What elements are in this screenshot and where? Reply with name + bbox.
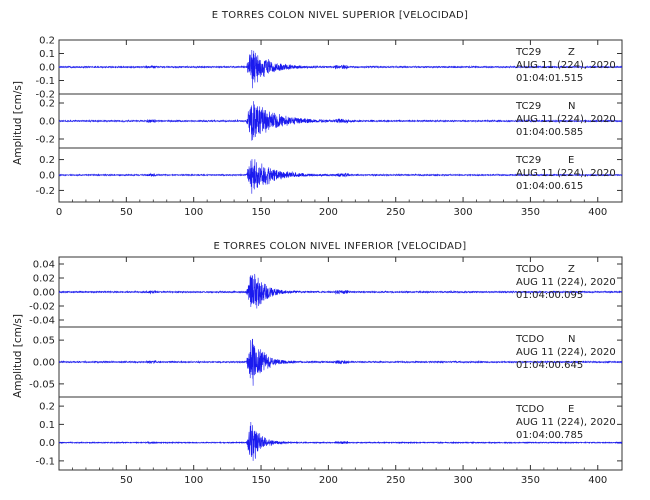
panel-1-x-tick-label: 100 bbox=[184, 207, 203, 218]
panel-2-trace-3-y-tick-label: 0.2 bbox=[39, 402, 55, 413]
panel-2-trace-1-time-label: 01:04:00.095 bbox=[516, 290, 583, 301]
panel-2-trace-2-y-tick-label: -0.05 bbox=[29, 379, 55, 390]
panel-1-x-tick-label: 250 bbox=[386, 207, 405, 218]
panel-2-trace-2-time-label: 01:04:00.645 bbox=[516, 360, 583, 371]
panel-2-trace-3-station-label: TCDO bbox=[515, 404, 544, 415]
panel-1-trace-3-y-tick-label: 0.2 bbox=[39, 155, 55, 166]
panel-2-trace-1-y-tick-label: -0.04 bbox=[29, 316, 55, 327]
panel-1-trace-1-component-label: Z bbox=[568, 47, 575, 58]
panel-1-trace-3-y-tick-label: -0.2 bbox=[35, 186, 55, 197]
panel-2-trace-3-component-label: E bbox=[568, 404, 574, 415]
panel-2-x-tick-label: 400 bbox=[588, 475, 607, 486]
panel-1-y-axis-label: Amplitud [cm/s] bbox=[12, 81, 24, 165]
panel-2-x-tick-label: 100 bbox=[184, 475, 203, 486]
panel-2-title: E TORRES COLON NIVEL INFERIOR [VELOCIDAD… bbox=[214, 241, 467, 252]
panel-1-trace-3-time-label: 01:04:00.615 bbox=[516, 181, 583, 192]
panel-2-trace-2-station-label: TCDO bbox=[515, 334, 544, 345]
panel-1-x-tick-label: 300 bbox=[454, 207, 473, 218]
panel-1-x-tick-label: 0 bbox=[56, 207, 62, 218]
panel-1-trace-1-station-label: TC29 bbox=[515, 47, 541, 58]
panel-1-trace-2-y-tick-label: 0.2 bbox=[39, 99, 55, 110]
panel-1-trace-2-y-tick-label: 0.0 bbox=[39, 117, 55, 128]
panel-2-trace-3-waveform bbox=[58, 422, 623, 461]
panel-1-trace-1-date-label: AUG 11 (224), 2020 bbox=[516, 60, 616, 71]
panel-2-trace-1-y-tick-label: 0.04 bbox=[33, 260, 55, 271]
panel-2-trace-3-y-tick-label: -0.1 bbox=[35, 456, 55, 467]
panel-2-y-axis-label: Amplitud [cm/s] bbox=[12, 314, 24, 398]
panel-2-trace-1-component-label: Z bbox=[568, 264, 575, 275]
panel-1-x-tick-label: 350 bbox=[521, 207, 540, 218]
panel-2-x-tick-label: 200 bbox=[319, 475, 338, 486]
plot-area: 0 50 100 150 200 250 300 350 400 -0.2 -0.1 0.0 0.1 0.… bbox=[29, 36, 623, 486]
panel-2-trace-2-waveform bbox=[58, 338, 623, 386]
panel-2-trace-3-time-label: 01:04:00.785 bbox=[516, 430, 583, 441]
panel-2-trace-2-y-tick-label: 0.05 bbox=[33, 336, 55, 347]
panel-1-trace-2-station-label: TC29 bbox=[515, 101, 541, 112]
panel-1-trace-1-y-tick-label: 0.2 bbox=[39, 36, 55, 47]
panel-1-trace-3-y-tick-label: 0.0 bbox=[39, 171, 55, 182]
panel-2-x-tick-label: 50 bbox=[120, 475, 133, 486]
panel-1-x-tick-label: 50 bbox=[120, 207, 133, 218]
panel-1-trace-3-component-label: E bbox=[568, 155, 574, 166]
panel-2-trace-3-frame bbox=[58, 396, 623, 471]
panel-1-trace-3-date-label: AUG 11 (224), 2020 bbox=[516, 168, 616, 179]
panel-2-trace-2-component-label: N bbox=[568, 334, 575, 345]
panel-2-trace-2-y-tick-label: 0.00 bbox=[33, 358, 55, 369]
panel-2-trace-1-station-label: TCDO bbox=[515, 264, 544, 275]
panel-2-trace-3-y-tick-label: 0.1 bbox=[39, 420, 55, 431]
panel-2-trace-3-date-label: AUG 11 (224), 2020 bbox=[516, 417, 616, 428]
panel-2-trace-3-y-tick-label: 0.0 bbox=[39, 438, 55, 449]
panel-1-trace-1-y-tick-label: -0.1 bbox=[35, 76, 55, 87]
panel-1-trace-2-component-label: N bbox=[568, 101, 575, 112]
panel-1-trace-2-date-label: AUG 11 (224), 2020 bbox=[516, 114, 616, 125]
panel-1-trace-1-y-tick-label: 0.1 bbox=[39, 49, 55, 60]
panel-2-trace-1-y-tick-label: 0.00 bbox=[33, 288, 55, 299]
panel-1-x-tick-label: 150 bbox=[251, 207, 270, 218]
panel-2-x-tick-label: 150 bbox=[251, 475, 270, 486]
panel-1-trace-1-time-label: 01:04:01.515 bbox=[516, 73, 583, 84]
panel-1-x-tick-label: 400 bbox=[588, 207, 607, 218]
panel-1-trace-3-waveform bbox=[58, 159, 623, 194]
panel-2-x-tick-label: 300 bbox=[454, 475, 473, 486]
panel-1-trace-2-waveform bbox=[58, 101, 623, 141]
panel-1-trace-1-y-tick-label: 0.0 bbox=[39, 63, 55, 74]
panel-1-x-tick-label: 200 bbox=[319, 207, 338, 218]
panel-1-trace-3-station-label: TC29 bbox=[515, 155, 541, 166]
panel-1-trace-1-waveform bbox=[58, 49, 623, 89]
panel-2-trace-1-y-tick-label: -0.02 bbox=[29, 302, 55, 313]
panel-2-x-tick-label: 250 bbox=[386, 475, 405, 486]
panel-2-trace-1-date-label: AUG 11 (224), 2020 bbox=[516, 277, 616, 288]
panel-2-x-tick-label: 350 bbox=[521, 475, 540, 486]
panel-2-trace-2-date-label: AUG 11 (224), 2020 bbox=[516, 347, 616, 358]
panel-1-trace-1-y-tick-label: -0.2 bbox=[35, 90, 55, 101]
panel-1-trace-2-time-label: 01:04:00.585 bbox=[516, 127, 583, 138]
panel-2-trace-1-waveform bbox=[58, 273, 623, 309]
panel-1-title: E TORRES COLON NIVEL SUPERIOR [VELOCIDAD… bbox=[212, 10, 468, 21]
panel-1-trace-2-y-tick-label: -0.2 bbox=[35, 135, 55, 146]
panel-2-trace-1-y-tick-label: 0.02 bbox=[33, 274, 55, 285]
